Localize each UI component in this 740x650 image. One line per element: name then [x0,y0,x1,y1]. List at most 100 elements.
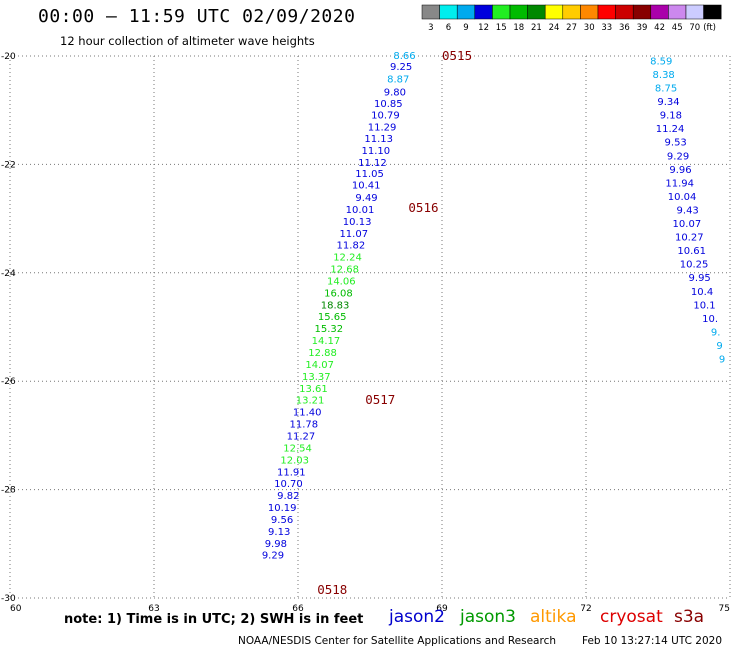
legend-label: 70 [689,23,700,33]
legend-label: 45 [672,23,683,33]
wave-height-point: 11.91 [277,467,306,478]
wave-height-point: 9 [719,355,725,366]
wave-height-point: 8.75 [655,84,677,95]
legend-label: 30 [584,23,595,33]
wave-height-point: 9.34 [657,97,679,108]
legend-label: 33 [601,23,612,33]
wave-height-point: 13.21 [296,396,325,407]
legend-swatch [632,4,652,20]
legend-label: 27 [566,23,577,33]
wave-height-point: 10.27 [675,233,704,244]
wave-height-point: 8.66 [393,51,415,62]
legend-swatch [615,4,634,20]
time-label: 0517 [365,392,395,407]
wave-height-point: 10.04 [668,192,697,203]
legend-swatch [509,4,528,20]
legend-swatch [685,4,704,20]
wave-height-point: 8.87 [387,74,409,85]
wave-height-point: 10.70 [274,479,303,490]
wave-height-point: 11.12 [358,158,387,169]
wave-height-point: 9.96 [669,165,691,176]
satellite-label-jason3: jason3 [460,607,516,627]
wave-height-point: 16.08 [324,288,353,299]
wave-height-point: 9.80 [384,87,406,98]
x-tick-label: 75 [719,604,730,614]
wave-height-point: 10.61 [677,246,706,257]
legend-label: 18 [513,23,524,33]
x-tick-label: 72 [580,604,591,614]
x-tick-label: 60 [10,604,22,614]
legend-swatch [439,4,458,20]
legend-label: 42 [654,23,665,33]
wave-height-point: 10.07 [673,219,702,230]
wave-height-point: 11.29 [368,123,397,134]
legend-label: 12 [478,23,489,33]
wave-height-point: 10.13 [343,217,372,228]
x-tick-label: 66 [292,604,304,614]
footer-credit: NOAA/NESDIS Center for Satellite Applica… [238,635,556,647]
y-tick-label: -22 [1,160,16,170]
page-title: 00:00 – 11:59 UTC 02/09/2020 [38,6,356,27]
wave-height-point: 12.24 [333,253,362,264]
satellite-label-cryosat: cryosat [600,607,663,627]
y-tick-label: -30 [1,594,16,604]
note-text: note: 1) Time is in UTC; 2) SWH is in fe… [64,612,364,627]
y-tick-label: -28 [1,486,16,496]
y-tick-label: -20 [1,52,16,62]
wave-height-point: 10.1 [693,300,715,311]
wave-height-point: 11.13 [364,134,393,145]
wave-height-point: 10. [702,314,718,325]
wave-height-point: 9.95 [689,273,711,284]
legend-label: 3 [428,23,433,33]
satellite-label-s3a: s3a [674,607,705,627]
wave-height-point: 10.19 [268,503,297,514]
wave-height-point: 10.79 [371,111,400,122]
wave-height-point: 12.54 [283,443,312,454]
legend-swatch [562,4,581,20]
wave-height-point: 9.29 [667,151,689,162]
footer-timestamp: Feb 10 13:27:14 UTC 2020 [582,635,722,647]
wave-height-point: 14.06 [327,276,356,287]
legend-label: 6 [446,23,451,33]
wave-height-point: 10.4 [691,287,713,298]
wave-height-point: 13.61 [299,384,328,395]
legend-swatch [527,4,546,20]
wave-height-point: 12.68 [330,265,359,276]
legend-label: 36 [619,23,630,33]
legend-swatch [668,4,687,20]
legend-label: 39 [637,23,648,33]
y-tick-label: -24 [1,269,16,279]
wave-height-point: 9. [711,327,721,338]
wave-height-point: 11.24 [656,124,685,135]
x-tick-label: 69 [436,604,448,614]
wave-height-point: 9.53 [665,138,687,149]
wave-height-point: 10.01 [346,205,375,216]
wave-height-point: 14.17 [312,336,341,347]
legend-swatch [474,4,493,20]
y-tick-label: -26 [1,377,16,387]
wave-height-point: 15.65 [318,312,347,323]
wave-height-point: 15.32 [314,324,343,335]
wave-height-point: 11.27 [287,431,316,442]
time-label: 0515 [442,48,472,63]
wave-height-point: 11.82 [337,241,366,252]
x-tick-label: 63 [148,604,159,614]
legend-swatch [492,4,511,20]
legend-label: 21 [531,23,542,33]
wave-height-point: 9.18 [660,111,682,122]
legend-label: 9 [463,23,468,33]
wave-height-point: 9.43 [677,205,699,216]
legend-label: 15 [496,23,507,33]
wave-height-point: 11.94 [665,178,694,189]
wave-height-point: 10.85 [374,99,403,110]
wave-height-point: 8.59 [650,56,672,67]
legend-unit: (ft) [703,23,716,33]
legend-swatch [421,4,440,20]
wave-height-point: 11.10 [362,146,391,157]
wave-height-point: 12.03 [280,455,309,466]
legend-swatch [456,4,476,20]
legend-swatch [703,4,722,20]
wave-height-point: 14.07 [305,360,334,371]
wave-height-point: 9.49 [355,193,377,204]
